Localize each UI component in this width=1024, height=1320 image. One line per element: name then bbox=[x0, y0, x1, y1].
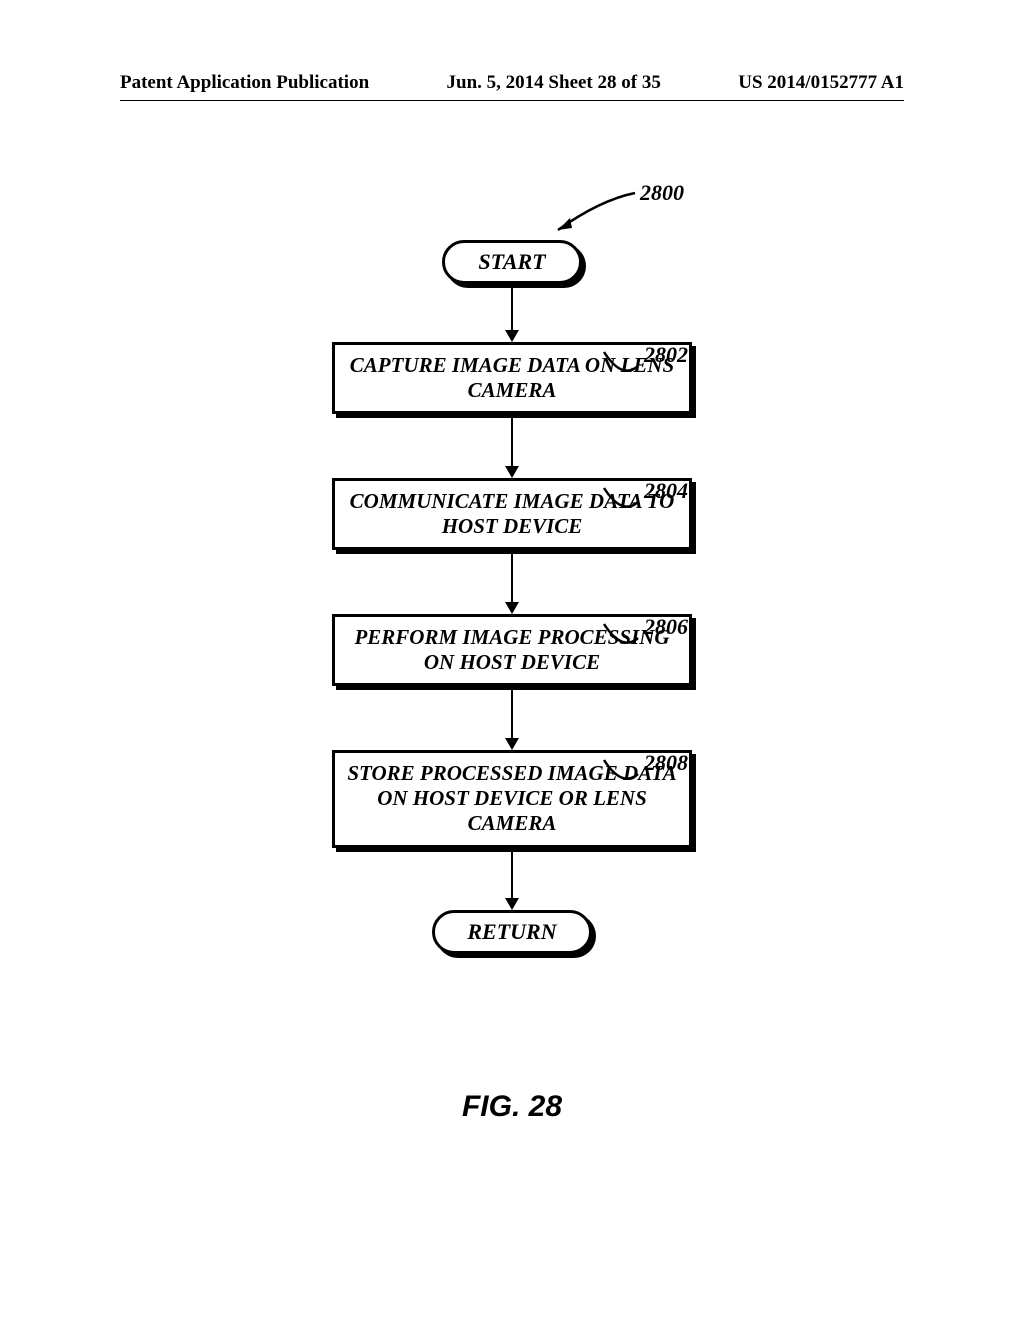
header-left: Patent Application Publication bbox=[120, 72, 369, 94]
arrow-4 bbox=[511, 686, 513, 748]
terminator-return: RETURN bbox=[432, 910, 592, 954]
ref-curve-1 bbox=[602, 350, 642, 390]
header-right: US 2014/0152777 A1 bbox=[738, 72, 904, 94]
ref-label-2: 2804 bbox=[644, 478, 688, 504]
ref-main-label: 2800 bbox=[640, 180, 684, 206]
terminator-start-label: START bbox=[445, 243, 579, 281]
ref-label-3: 2806 bbox=[644, 614, 688, 640]
terminator-start: START bbox=[442, 240, 582, 284]
arrow-3 bbox=[511, 550, 513, 612]
ref-label-4: 2808 bbox=[644, 750, 688, 776]
figure-caption: FIG. 28 bbox=[0, 1090, 1024, 1124]
arrow-2 bbox=[511, 414, 513, 476]
ref-main-arrow bbox=[540, 188, 640, 238]
header-center: Jun. 5, 2014 Sheet 28 of 35 bbox=[447, 72, 661, 94]
ref-curve-4 bbox=[602, 758, 642, 798]
ref-curve-2 bbox=[602, 486, 642, 526]
page-header: Patent Application Publication Jun. 5, 2… bbox=[0, 72, 1024, 94]
arrow-1 bbox=[511, 288, 513, 340]
arrow-5 bbox=[511, 846, 513, 908]
terminator-return-label: RETURN bbox=[435, 913, 589, 951]
ref-label-1: 2802 bbox=[644, 342, 688, 368]
header-rule bbox=[120, 100, 904, 101]
ref-curve-3 bbox=[602, 622, 642, 662]
